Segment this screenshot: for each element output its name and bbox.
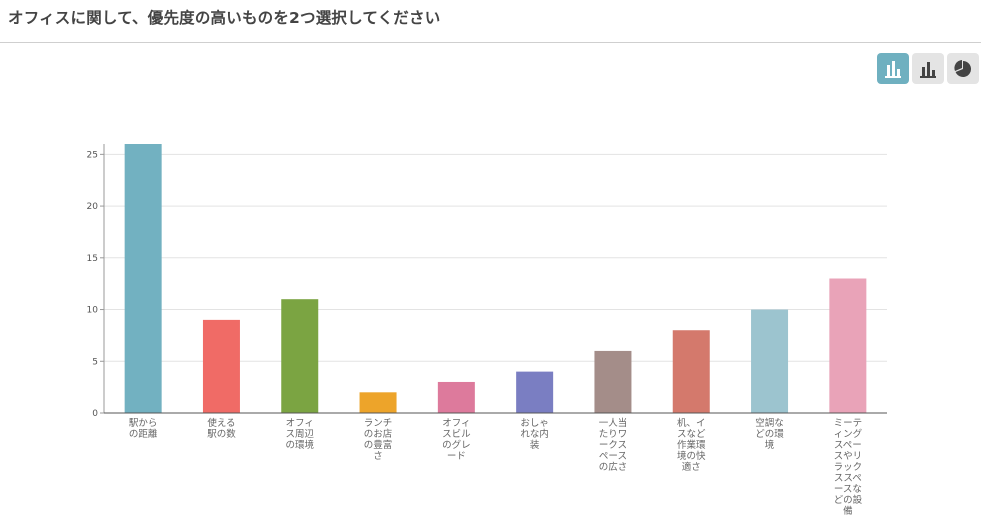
x-tick-label: オフィス周辺の環境 [285, 418, 314, 451]
x-tick-label: 空調などの環境 [755, 417, 784, 451]
bar-chart-alt-icon [920, 61, 936, 78]
x-tick-label: 机、イスなど作業環境の快適さ [677, 417, 706, 473]
bar[interactable] [829, 278, 867, 414]
y-tick-label: 5 [92, 357, 98, 367]
bar[interactable] [594, 350, 632, 413]
bar[interactable] [281, 299, 319, 413]
bar[interactable] [751, 309, 789, 413]
bar[interactable] [437, 381, 475, 413]
chart-type-toolbar [877, 53, 979, 84]
y-tick-label: 15 [87, 254, 98, 264]
bar[interactable] [516, 371, 554, 413]
x-tick-label: 一人当たりワークスペースの広さ [599, 417, 628, 473]
y-tick-label: 0 [92, 409, 98, 419]
y-tick-label: 25 [87, 150, 98, 160]
bar[interactable] [124, 144, 162, 413]
bar[interactable] [202, 319, 240, 413]
bar-chart-icon [885, 60, 901, 78]
x-tick-label: ランチのお店の豊富さ [364, 418, 393, 462]
pie-chart-button[interactable] [947, 53, 979, 84]
page-title: オフィスに関して、優先度の高いものを2つ選択してください [8, 9, 441, 27]
y-tick-label: 20 [87, 202, 99, 212]
bar[interactable] [359, 392, 397, 413]
x-tick-label: おしゃれな内装 [520, 418, 549, 451]
y-tick-label: 10 [87, 306, 99, 316]
x-tick-label: 駅からの距離 [129, 418, 158, 440]
x-tick-label: ミーティングスペースやリラックススペースなどの設備 [834, 418, 863, 517]
x-tick-label: オフィスビルのグレード [442, 418, 471, 462]
header-bar: オフィスに関して、優先度の高いものを2つ選択してください [0, 0, 981, 43]
pie-chart-icon [954, 59, 972, 77]
bar[interactable] [672, 330, 710, 413]
bar-chart-alt-button[interactable] [912, 53, 944, 84]
x-tick-label: 使える駅の数 [207, 417, 236, 440]
bar-chart-button[interactable] [877, 53, 909, 84]
